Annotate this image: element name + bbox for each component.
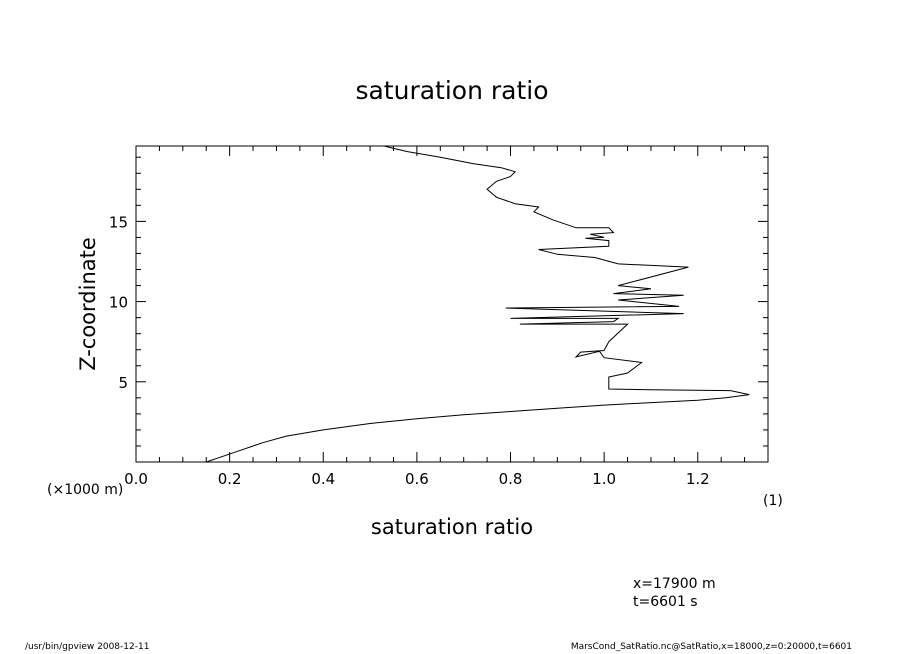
x-tick-label: 1.0 [592, 470, 616, 488]
x-axis-unit: (1) [763, 493, 783, 509]
y-tick-label: 5 [118, 374, 128, 392]
x-axis-label: saturation ratio [370, 515, 534, 539]
info-time: t=6601 s [633, 594, 698, 610]
y-axis-label: Z-coordinate [76, 237, 100, 371]
tick-labels: 0.0 0.2 0.4 0.6 0.8 1.0 1.2 5 10 15 [109, 213, 710, 488]
axis-ticks [135, 146, 769, 462]
info-x-position: x=17900 m [633, 576, 716, 592]
x-tick-label: 0.4 [311, 470, 335, 488]
footer-source: MarsCond_SatRatio.nc@SatRatio,x=18000,z=… [570, 642, 852, 652]
y-tick-label: 15 [109, 213, 128, 231]
x-tick-label: 0.6 [405, 470, 429, 488]
series-line [206, 145, 750, 463]
footer-program-date: /usr/bin/gpview 2008-12-11 [25, 642, 150, 652]
plot-frame [135, 145, 769, 463]
y-tick-label: 10 [109, 294, 128, 312]
chart-title: saturation ratio [355, 76, 549, 105]
x-tick-label: 0.8 [499, 470, 523, 488]
x-tick-label: 0.0 [124, 470, 148, 488]
y-axis-unit: (×1000 m) [47, 482, 124, 498]
x-tick-label: 1.2 [686, 470, 710, 488]
x-tick-label: 0.2 [218, 470, 242, 488]
